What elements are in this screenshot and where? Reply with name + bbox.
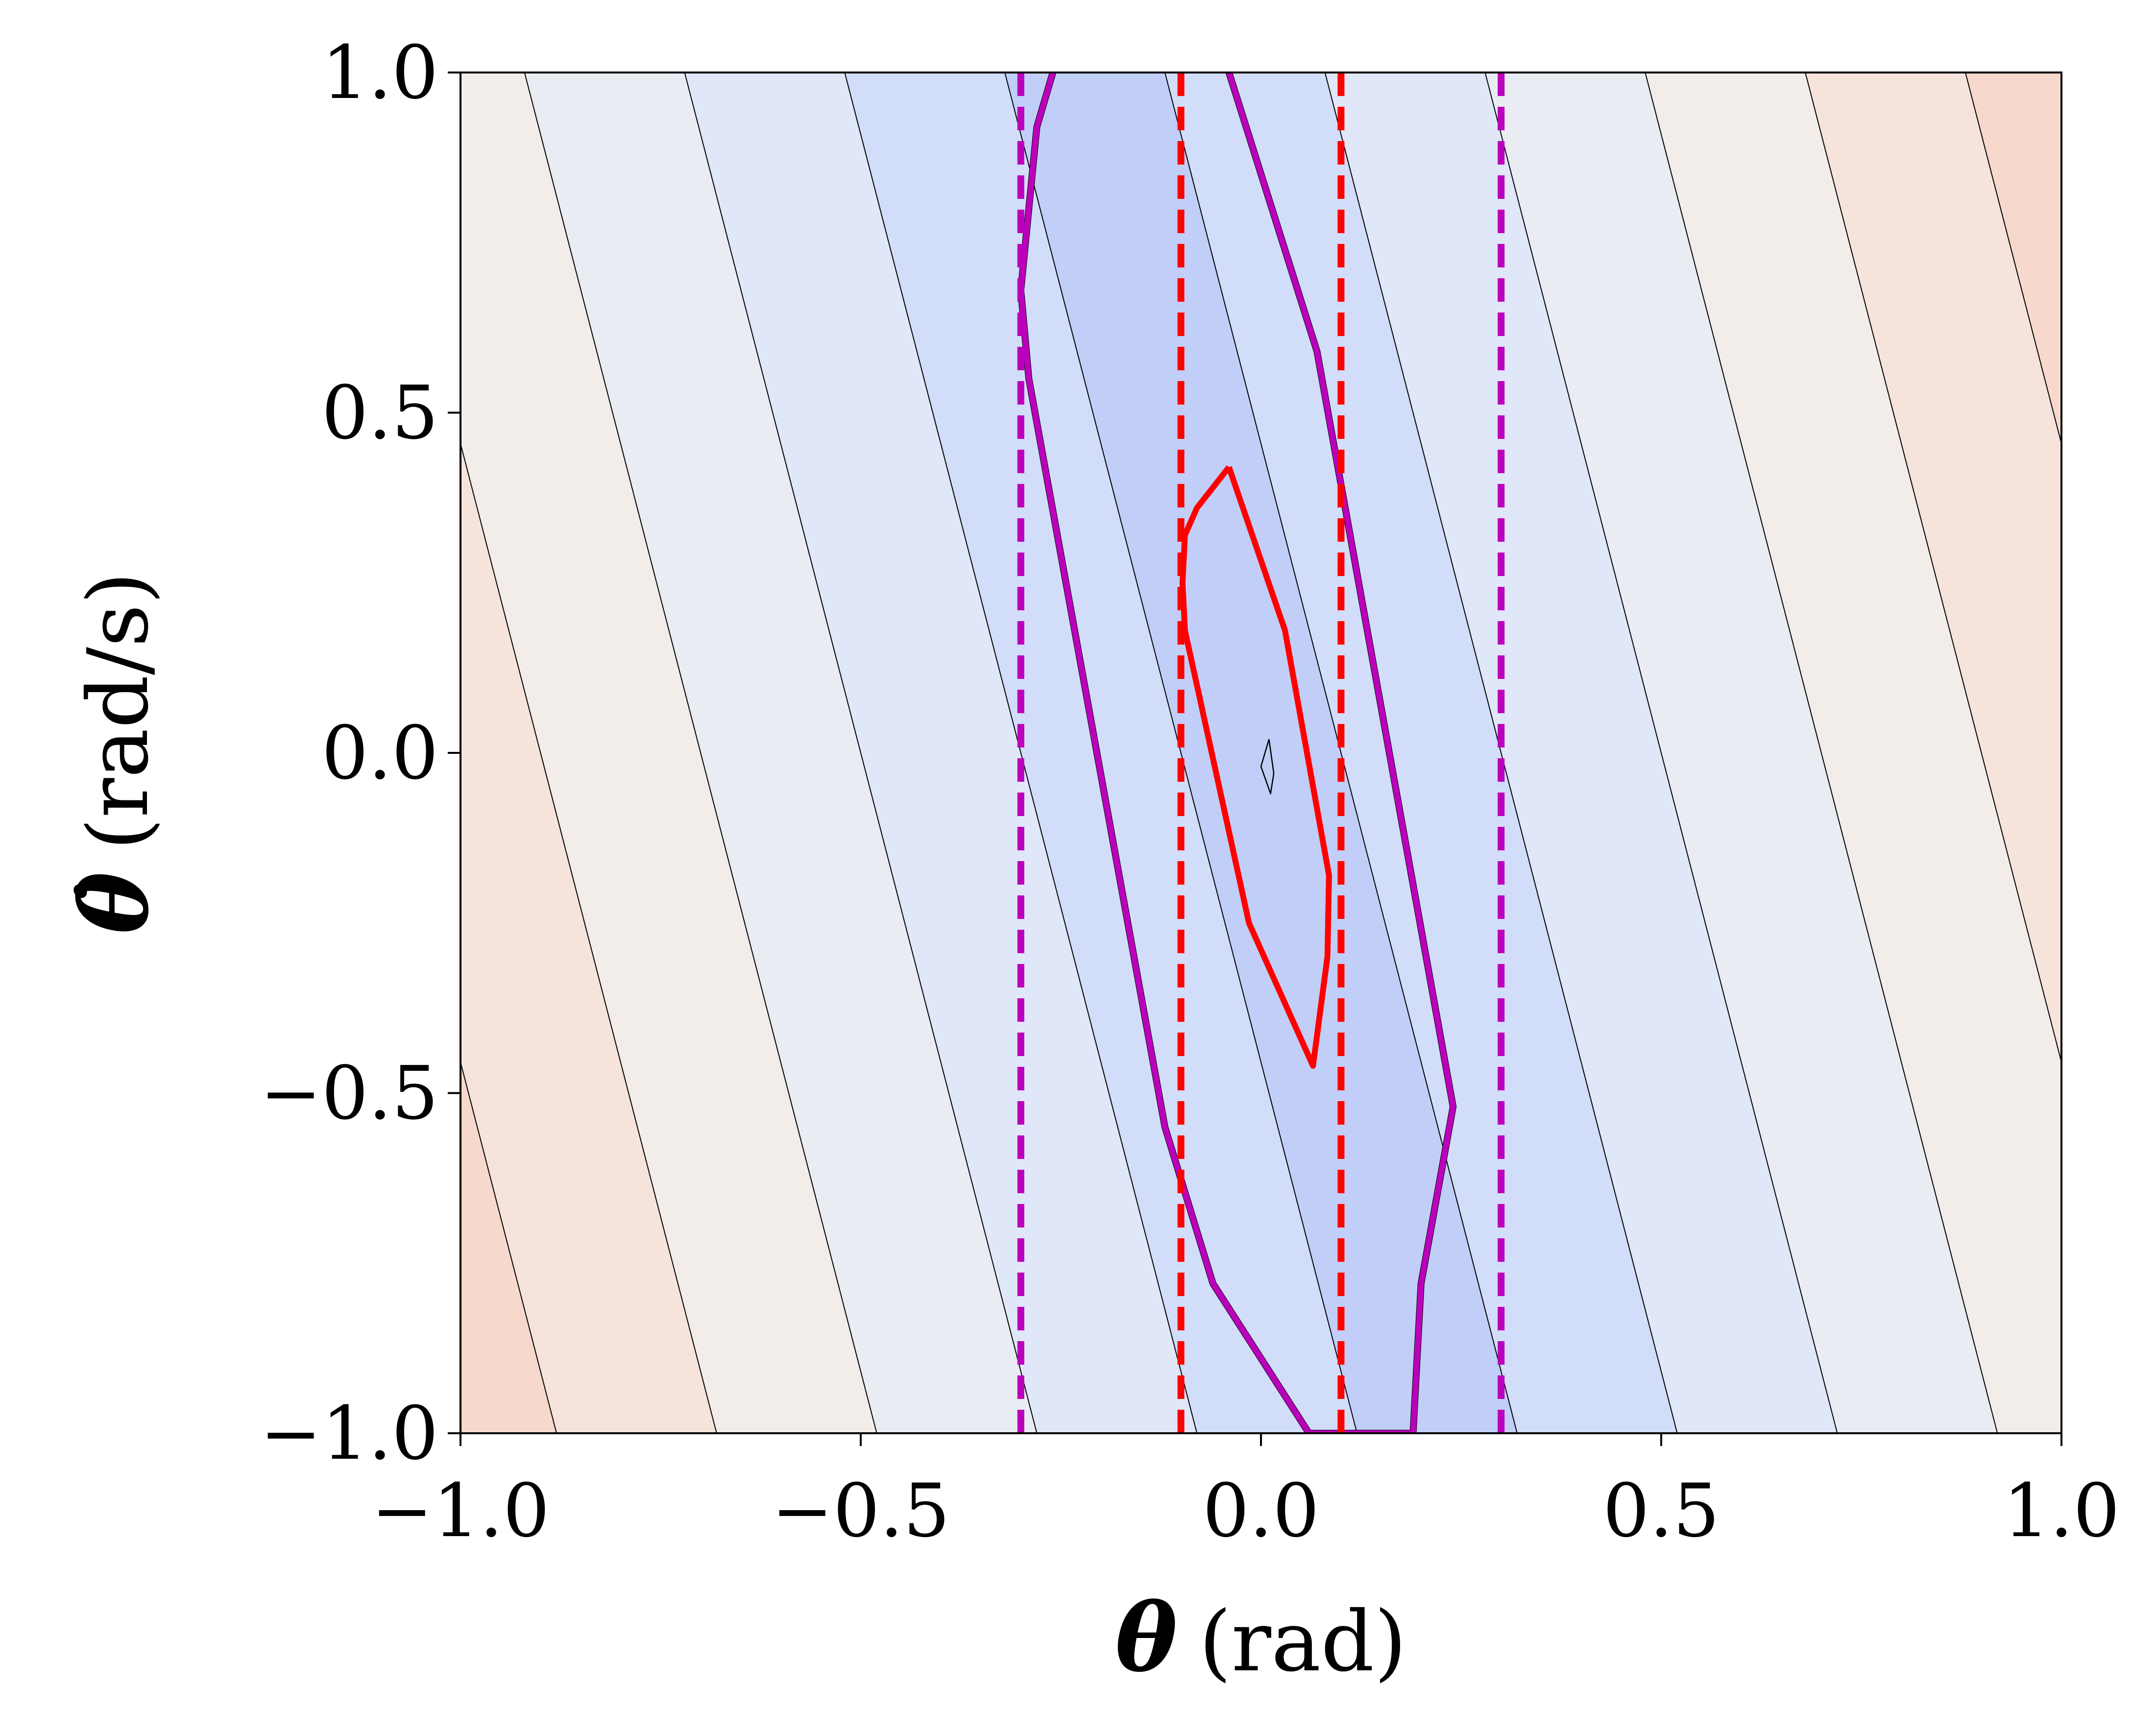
y-axis-ticks: −1.0 −0.5 0.0 0.5 1.0 <box>260 30 460 1476</box>
contour-level-line <box>1645 72 1998 1433</box>
y-axis-symbol: θ̇ <box>60 872 169 934</box>
y-tick-label: −1.0 <box>260 1391 438 1476</box>
contour-level-line <box>1164 72 1518 1433</box>
x-tick-label: 1.0 <box>2003 1469 2120 1554</box>
contour-level-line <box>844 72 1198 1433</box>
x-axis-ticks: −1.0 −0.5 0.0 0.5 1.0 <box>371 1433 2120 1554</box>
y-tick-label: 0.5 <box>321 371 438 456</box>
x-tick-label: 0.0 <box>1203 1469 1320 1554</box>
x-tick-label: −1.0 <box>371 1469 550 1554</box>
contour-band-0 <box>1005 72 1517 1433</box>
y-tick-label: 1.0 <box>321 30 438 116</box>
x-axis-symbol: θ <box>1115 1583 1178 1692</box>
contour-level-line <box>684 72 1038 1433</box>
x-axis-unit: (rad) <box>1199 1593 1406 1690</box>
x-tick-label: 0.5 <box>1603 1469 1720 1554</box>
contour-level-lines <box>460 72 2156 1433</box>
y-tick-label: 0.0 <box>321 711 438 796</box>
contour-level-line <box>460 1060 557 1433</box>
y-tick-label: −0.5 <box>260 1051 438 1136</box>
reference-lines <box>1017 72 1505 1433</box>
x-tick-label: −0.5 <box>772 1469 950 1554</box>
contour-bands <box>460 72 2061 1433</box>
contour-level-line <box>1324 72 1678 1433</box>
x-axis-label: θ (rad) <box>1115 1583 1407 1692</box>
contour-level-line <box>1805 72 2061 1064</box>
inner-contour <box>1260 739 1275 795</box>
contour-level-line <box>1964 72 2061 446</box>
contour-level-line <box>2126 72 2156 1433</box>
contour-level-line <box>1004 72 1358 1433</box>
red-contour <box>1179 465 1332 1069</box>
contour-level-line <box>1484 72 1838 1433</box>
contour-level-line <box>524 72 877 1433</box>
contour-level-line <box>460 441 717 1433</box>
y-axis-label: θ̇ (rad/s) <box>60 572 169 934</box>
y-axis-unit: (rad/s) <box>70 572 167 850</box>
